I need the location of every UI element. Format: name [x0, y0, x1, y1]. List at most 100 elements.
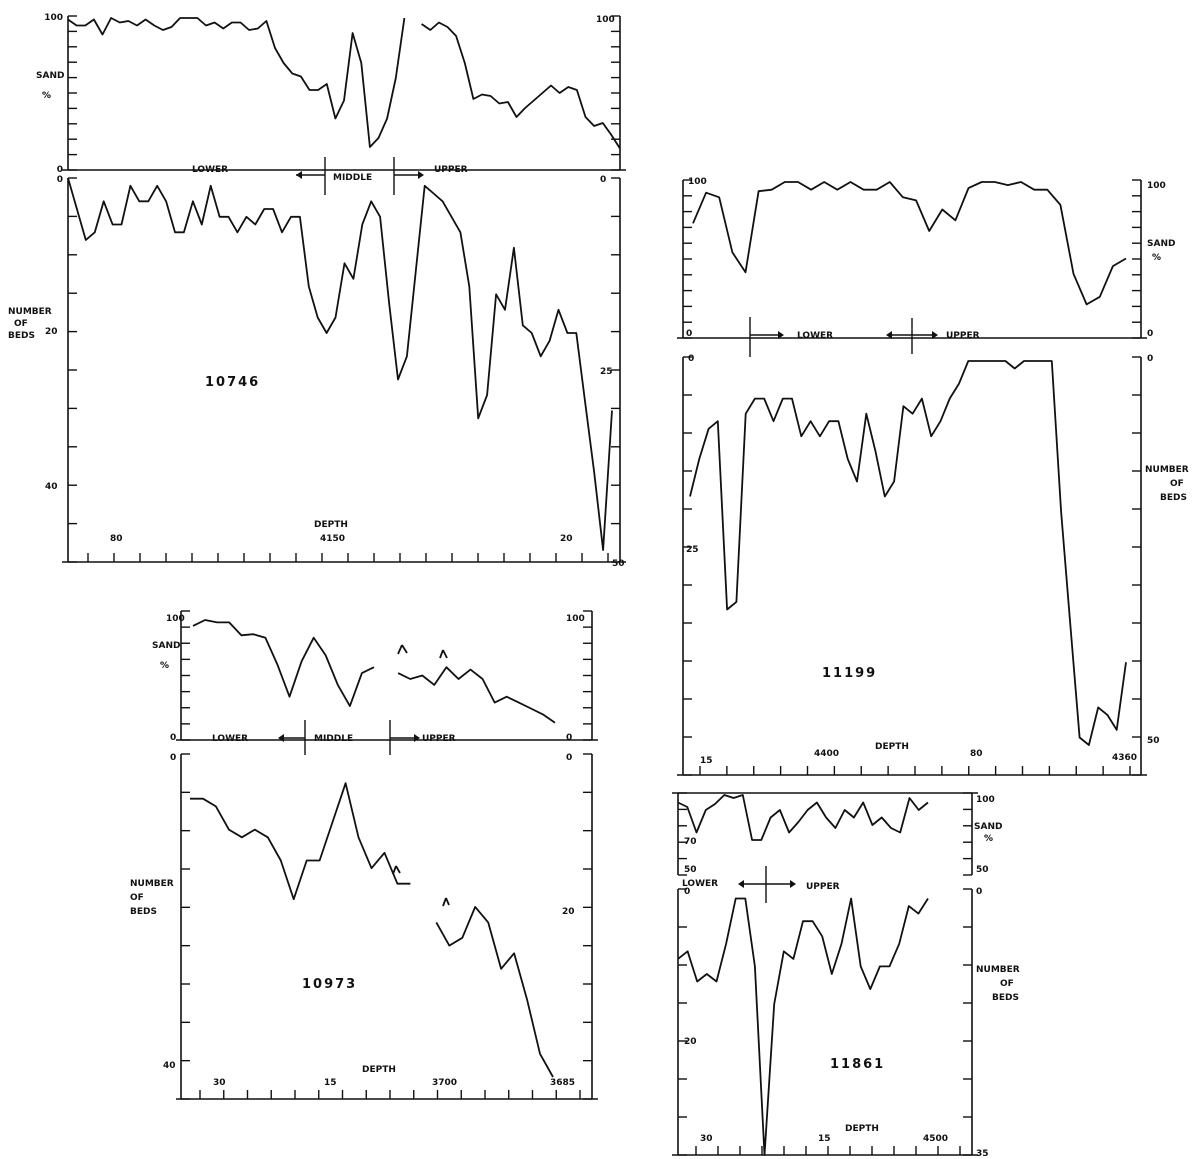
arrow-up-icon — [442, 897, 450, 907]
arrow-head-icon — [778, 331, 784, 339]
x-tick-15: 15 — [818, 1134, 831, 1144]
beds-series-line — [677, 897, 929, 1156]
x-tick-30: 30 — [700, 1134, 713, 1144]
well-id: 11199 — [822, 666, 877, 681]
beds-tick-right-35: 35 — [976, 1149, 989, 1159]
zone-middle: MIDDLE — [333, 173, 372, 183]
beds-series-line — [689, 360, 1127, 746]
beds-label-beds: BEDS — [8, 331, 35, 341]
x-tick-3685: 3685 — [550, 1078, 575, 1088]
beds-label-of: OF — [14, 319, 28, 329]
beds-label-number: NUMBER — [976, 965, 1020, 975]
sand-tick-100: 100 — [688, 177, 707, 187]
zone-lower: LOWER — [682, 879, 718, 889]
x-tick-3700: 3700 — [432, 1078, 457, 1088]
beds-tick-20: 20 — [684, 1037, 697, 1047]
arrow-head-icon — [886, 331, 892, 339]
beds-tick-0: 0 — [170, 753, 176, 763]
x-tick-4150: 4150 — [320, 534, 345, 544]
beds-tick-right-25: 25 — [600, 367, 613, 377]
x-tick-20: 20 — [560, 534, 573, 544]
sand-series-line — [692, 181, 1127, 306]
arrow-head-icon — [296, 171, 302, 179]
beds-tick-right-0: 0 — [1147, 354, 1153, 364]
x-tick-30: 30 — [213, 1078, 226, 1088]
beds-label-of: OF — [130, 893, 144, 903]
beds-tick-right-0: 0 — [566, 753, 572, 763]
sand-tick-right-100: 100 — [1147, 181, 1166, 191]
beds-tick-right-50: 50 — [612, 559, 625, 569]
x-axis-label: DEPTH — [314, 520, 348, 530]
well-id: 10746 — [205, 375, 260, 390]
beds-label-beds: BEDS — [130, 907, 157, 917]
beds-series-line — [67, 177, 613, 551]
well-id: 10973 — [302, 977, 357, 992]
arrow-head-icon — [932, 331, 938, 339]
zone-upper: UPPER — [434, 165, 468, 175]
beds-tick-20: 20 — [45, 327, 58, 337]
beds-label-number: NUMBER — [130, 879, 174, 889]
sand-label: SAND — [974, 822, 1002, 832]
beds-label-of: OF — [1170, 479, 1184, 489]
beds-label-beds: BEDS — [1160, 493, 1187, 503]
x-tick-80: 80 — [110, 534, 123, 544]
sand-tick-100: 100 — [166, 614, 185, 624]
sand-label-pct: % — [1152, 253, 1161, 263]
sand-tick-right-0: 0 — [1147, 329, 1153, 339]
arrow-head-icon — [790, 880, 796, 888]
sand-tick-right-100: 100 — [976, 795, 995, 805]
sand-label: SAND — [152, 641, 180, 651]
panel-10746: 100 0 100 SAND % LOWER MIDDLE UPPER 0 20… — [8, 13, 626, 569]
sand-series-line — [677, 794, 929, 841]
sand-tick-right-50: 50 — [976, 865, 989, 875]
beds-tick-0: 0 — [684, 887, 690, 897]
sand-tick-0: 0 — [57, 165, 63, 175]
sand-label-pct: % — [160, 661, 169, 671]
sand-tick-right-100: 100 — [566, 614, 585, 624]
sand-series-line — [67, 17, 621, 149]
x-tick-4360: 4360 — [1112, 753, 1137, 763]
sand-tick-right-100: 100 — [596, 15, 615, 25]
arrow-head-icon — [414, 734, 420, 742]
beds-label-number: NUMBER — [8, 307, 52, 317]
zone-lower: LOWER — [797, 331, 833, 341]
beds-series-line — [190, 782, 554, 1078]
x-axis-label: DEPTH — [845, 1124, 879, 1134]
panel-11861: 70 50 100 50 SAND % LOWER UPPER 0 20 0 3… — [672, 792, 1020, 1159]
arrow-up-icon — [397, 644, 408, 655]
sand-tick-50: 50 — [684, 865, 697, 875]
arrow-head-icon — [738, 880, 744, 888]
x-axis-label: DEPTH — [362, 1065, 396, 1075]
beds-tick-right-50: 50 — [1147, 736, 1160, 746]
arrow-up-icon — [392, 865, 401, 875]
sand-label-pct: % — [42, 91, 51, 101]
sand-tick-right-0: 0 — [566, 733, 572, 743]
sand-label: SAND — [1147, 239, 1175, 249]
x-tick-15: 15 — [700, 756, 713, 766]
zone-upper: UPPER — [422, 734, 456, 744]
beds-label-number: NUMBER — [1145, 465, 1189, 475]
zone-lower: LOWER — [192, 165, 228, 175]
arrow-up-icon — [439, 649, 448, 659]
beds-tick-40: 40 — [45, 482, 58, 492]
beds-tick-25: 25 — [686, 545, 699, 555]
zone-middle: MIDDLE — [314, 734, 353, 744]
sand-series-line — [192, 619, 556, 724]
x-tick-80: 80 — [970, 749, 983, 759]
beds-tick-0: 0 — [57, 175, 63, 185]
x-tick-15: 15 — [324, 1078, 337, 1088]
x-axis-label: DEPTH — [875, 742, 909, 752]
beds-tick-right-20: 20 — [562, 907, 575, 917]
zone-upper: UPPER — [946, 331, 980, 341]
arrow-head-icon — [418, 171, 424, 179]
sand-tick-70: 70 — [684, 837, 697, 847]
sand-label-pct: % — [984, 834, 993, 844]
zone-lower: LOWER — [212, 734, 248, 744]
beds-tick-right-0: 0 — [600, 175, 606, 185]
well-id: 11861 — [830, 1057, 885, 1072]
beds-label-beds: BEDS — [992, 993, 1019, 1003]
beds-label-of: OF — [1000, 979, 1014, 989]
sand-tick-100: 100 — [44, 13, 63, 23]
beds-tick-right-0: 0 — [976, 887, 982, 897]
